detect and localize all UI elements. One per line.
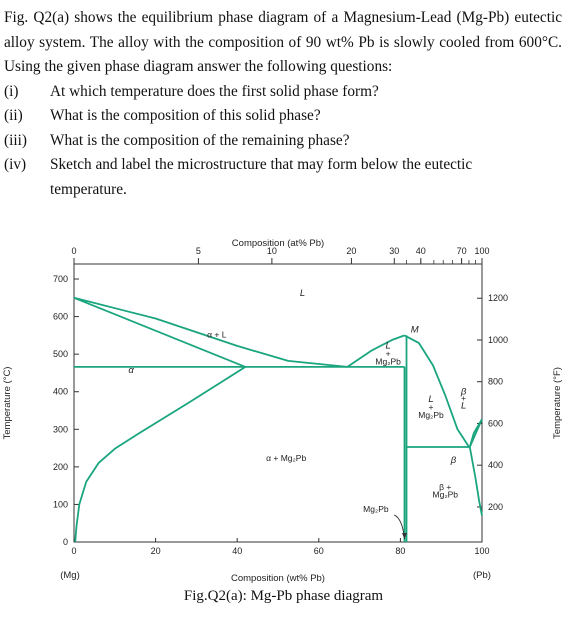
region-label: α bbox=[128, 365, 134, 376]
phase-diagram: Composition (at% Pb) Composition (wt% Pb… bbox=[2, 238, 563, 584]
item-number: (iv) bbox=[4, 156, 27, 173]
top-tick-label: 70 bbox=[457, 246, 467, 256]
region-label: + bbox=[461, 393, 466, 403]
figure-caption: Fig.Q2(a): Mg-Pb phase diagram bbox=[183, 588, 384, 604]
region-label: Mg₂Pb bbox=[363, 504, 389, 514]
mg-sublabel: (Mg) bbox=[60, 570, 80, 581]
left-tick-label: 600 bbox=[53, 312, 68, 322]
bottom-tick-label: 40 bbox=[232, 546, 242, 556]
solidus-alpha bbox=[73, 296, 246, 368]
bottom-tick-label: 60 bbox=[314, 546, 324, 556]
bottom-tick-label: 100 bbox=[474, 546, 489, 556]
pb-sublabel: (Pb) bbox=[473, 570, 491, 581]
top-tick-label: 40 bbox=[416, 246, 426, 256]
liquidus-mg2pb-left bbox=[346, 334, 405, 368]
region-label: β + bbox=[439, 482, 451, 492]
item-text: What is the composition of the remaining… bbox=[50, 131, 350, 149]
region-label: Mg₂Pb bbox=[433, 490, 459, 500]
right-tick-label: 400 bbox=[488, 460, 503, 470]
region-label: β bbox=[450, 455, 457, 466]
region-label: + bbox=[429, 402, 434, 412]
top-tick-label: 20 bbox=[346, 246, 356, 256]
top-tick-label: 5 bbox=[196, 246, 201, 256]
left-tick-label: 300 bbox=[53, 424, 68, 434]
liquidus-left bbox=[73, 296, 348, 368]
phase-boundaries bbox=[73, 296, 483, 543]
top-axis-label: Composition (at% Pb) bbox=[232, 238, 324, 249]
region-label: β bbox=[460, 386, 467, 397]
left-tick-label: 0 bbox=[63, 537, 68, 547]
question-item-1: (i) At which temperature does the first … bbox=[4, 80, 562, 105]
mg2pb-pointer bbox=[394, 514, 405, 540]
question-item-2: (ii) What is the composition of this sol… bbox=[4, 104, 562, 129]
beta-solvus bbox=[468, 446, 483, 516]
right-axis-label: Temperature (°F) bbox=[552, 367, 563, 439]
left-axis-label: Temperature (°C) bbox=[2, 367, 13, 440]
mg2pb-pointer-head bbox=[401, 532, 407, 539]
region-label: L bbox=[300, 288, 305, 299]
question-item-3: (iii) What is the composition of the rem… bbox=[4, 129, 562, 154]
solvus-alpha bbox=[74, 366, 246, 543]
right-tick-label: 800 bbox=[488, 377, 503, 387]
bottom-tick-label: 80 bbox=[395, 546, 405, 556]
right-tick-label: 1000 bbox=[488, 335, 508, 345]
item-number: (i) bbox=[4, 82, 19, 100]
left-tick-label: 200 bbox=[53, 462, 68, 472]
beta-solidus bbox=[468, 418, 483, 448]
region-label: M bbox=[411, 324, 419, 335]
left-tick-label: 100 bbox=[53, 499, 68, 509]
left-tick-label: 700 bbox=[53, 274, 68, 284]
right-tick-label: 200 bbox=[488, 502, 503, 512]
left-tick-label: 400 bbox=[53, 387, 68, 397]
region-label: Mg₂Pb bbox=[375, 356, 401, 366]
bottom-tick-label: 0 bbox=[71, 546, 76, 556]
region-label: Mg₂Pb bbox=[418, 410, 444, 420]
axis-ticks: 0 20 40 60 80 1000100200300400500600700200400… bbox=[53, 246, 508, 556]
item-number: (iii) bbox=[4, 131, 27, 149]
liquidus-mg2pb-right bbox=[404, 334, 471, 449]
question-item-4: (iv) Sketch and label the microstructure… bbox=[4, 153, 562, 178]
item-text: What is the composition of this solid ph… bbox=[50, 107, 321, 124]
item-text: Sketch and label the microstructure that… bbox=[50, 156, 473, 173]
right-tick-label: 1200 bbox=[488, 293, 508, 303]
top-tick-label: 30 bbox=[389, 246, 399, 256]
bottom-tick-label: 20 bbox=[151, 546, 161, 556]
item-text-continued: temperature. bbox=[50, 180, 127, 198]
right-tick-label: 600 bbox=[488, 418, 503, 428]
item-text: At which temperature does the first soli… bbox=[50, 82, 379, 100]
region-label: α + L bbox=[207, 329, 227, 339]
region-label: L bbox=[461, 401, 466, 412]
top-tick-label: 10 bbox=[267, 246, 277, 256]
top-tick-label: 100 bbox=[474, 246, 489, 256]
region-label: α + Mg₂Pb bbox=[266, 453, 306, 463]
top-tick-label: 0 bbox=[71, 246, 76, 256]
region-label: + bbox=[386, 348, 391, 358]
question-block: Fig. Q2(a) shows the equilibrium phase d… bbox=[4, 6, 562, 202]
item-number: (ii) bbox=[4, 107, 23, 124]
bottom-axis-label: Composition (wt% Pb) bbox=[231, 573, 325, 584]
region-label: L bbox=[386, 341, 391, 352]
left-tick-label: 500 bbox=[53, 349, 68, 359]
plot-frame bbox=[73, 263, 483, 543]
region-label: L bbox=[428, 394, 433, 405]
question-intro: Fig. Q2(a) shows the equilibrium phase d… bbox=[4, 9, 562, 75]
